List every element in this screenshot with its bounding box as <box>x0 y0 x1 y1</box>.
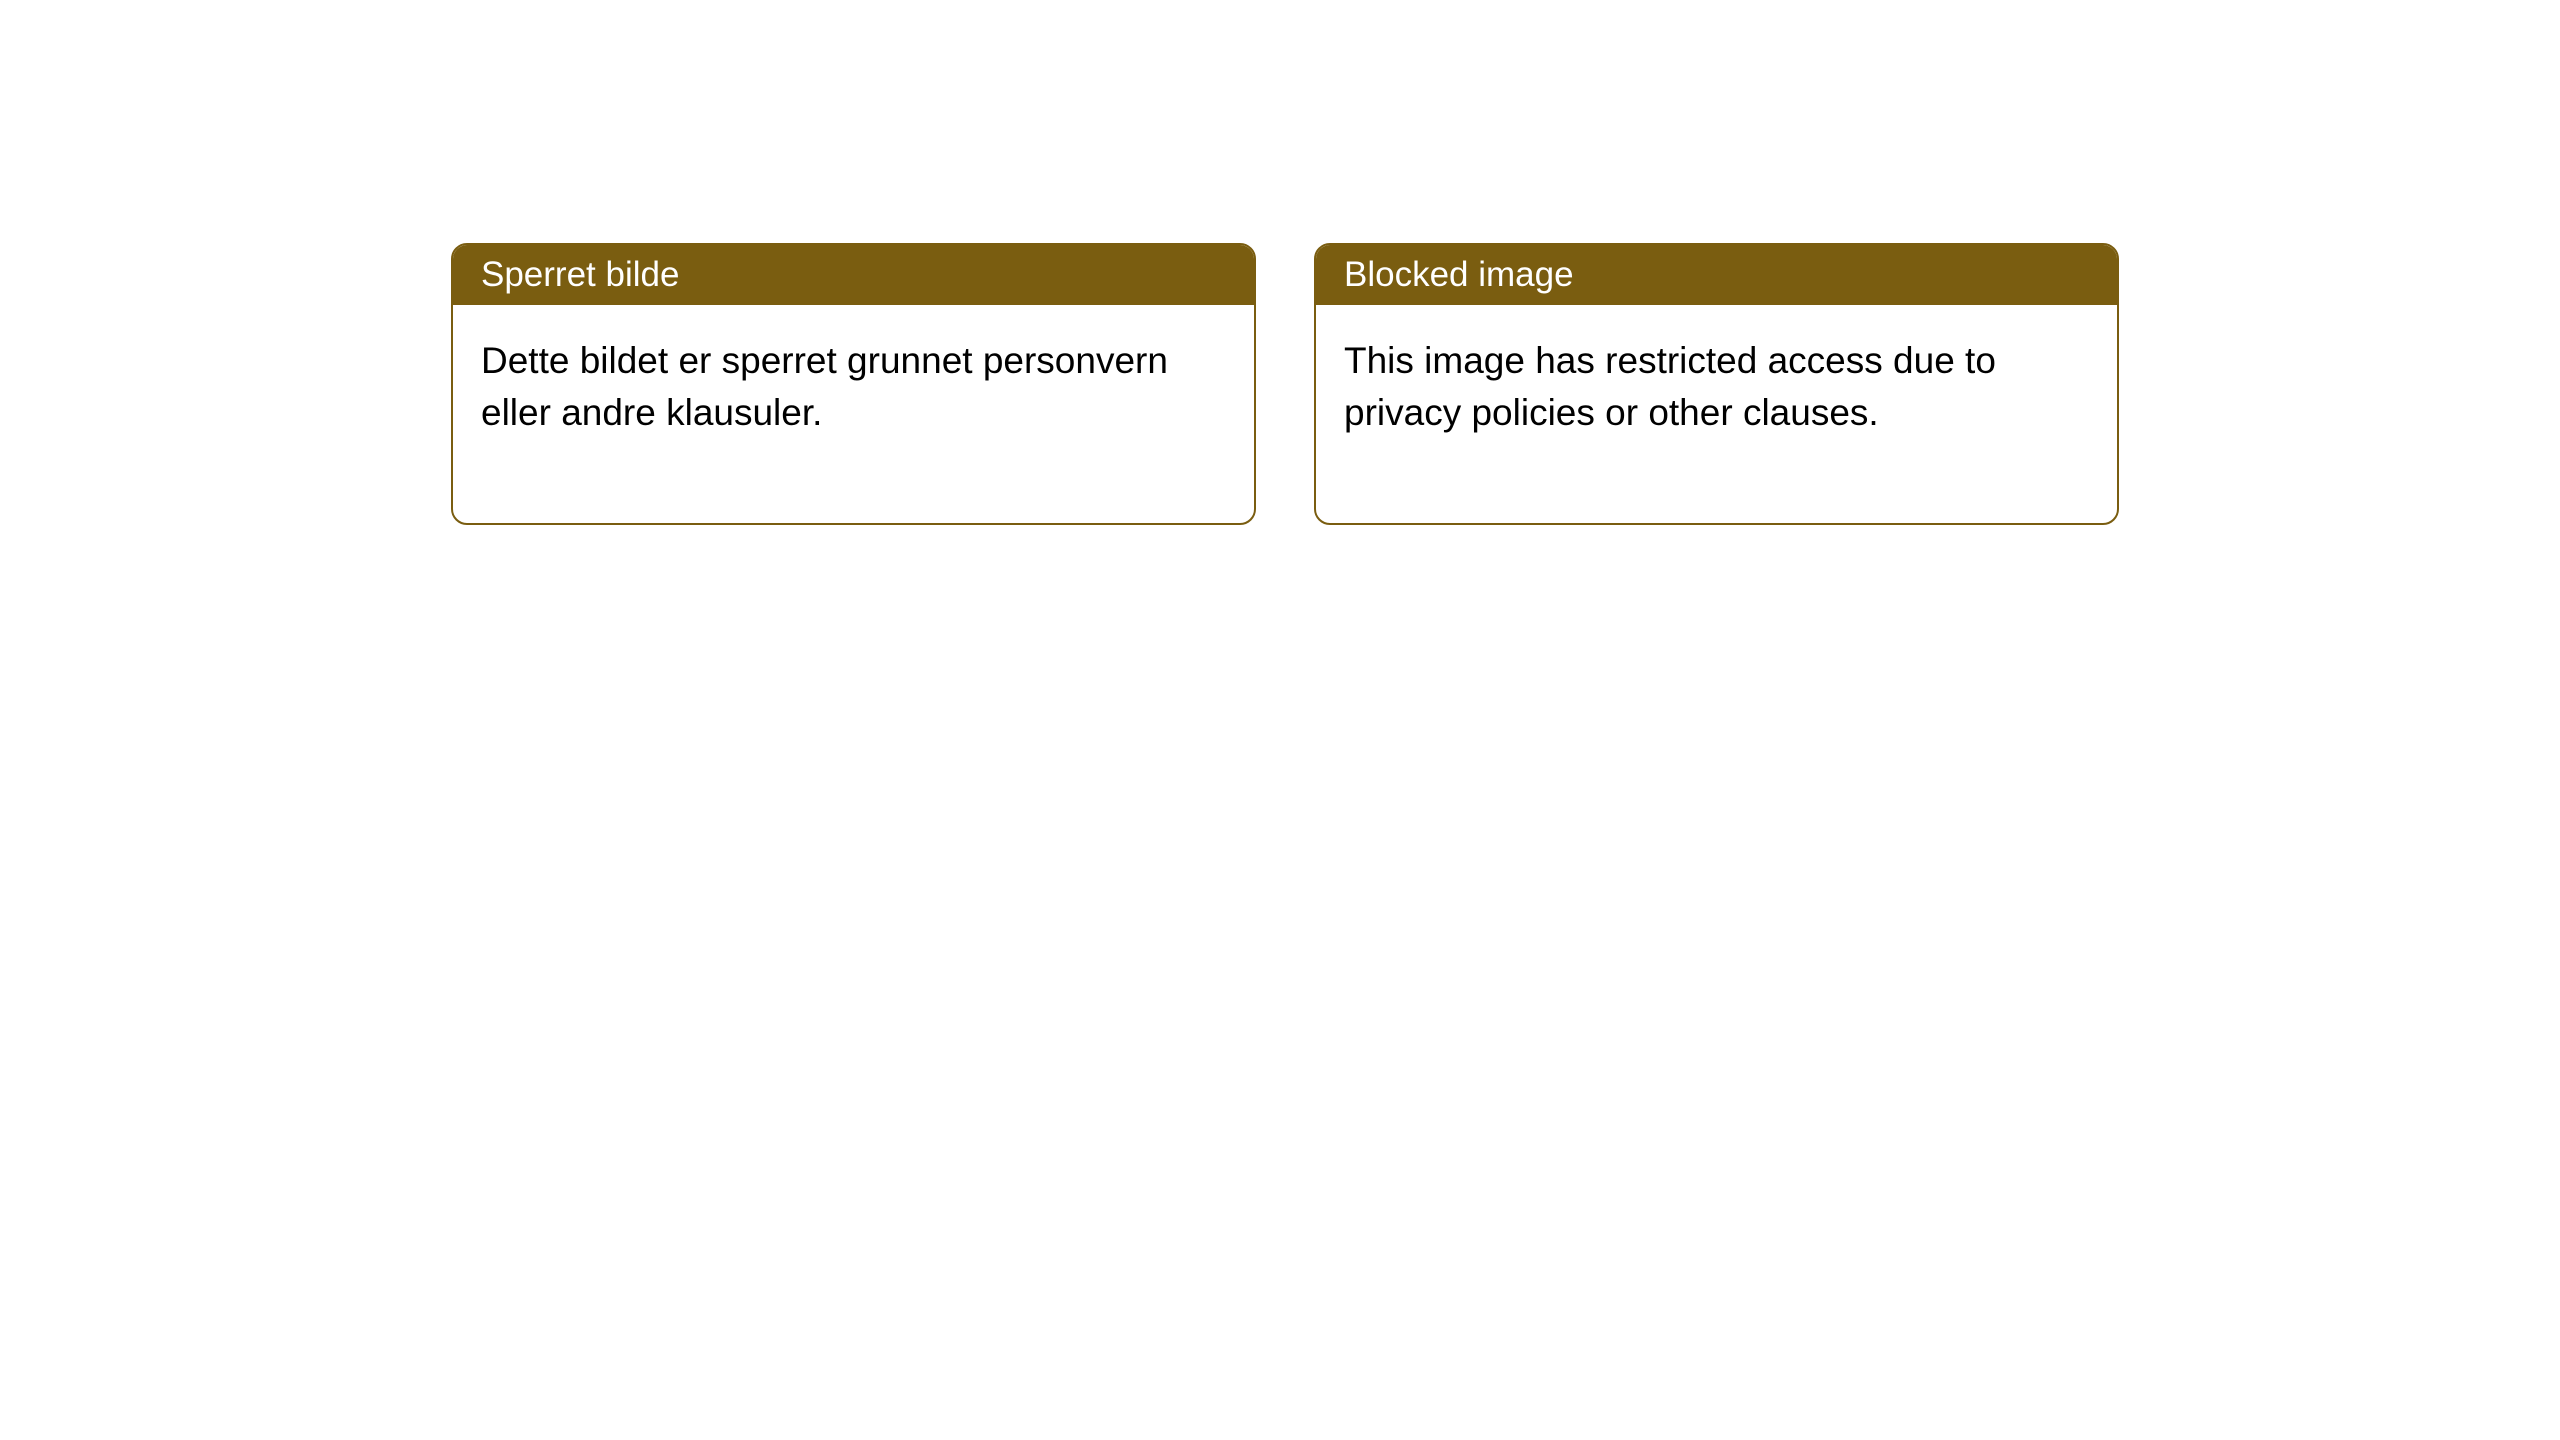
card-header: Sperret bilde <box>453 245 1254 305</box>
card-body: Dette bildet er sperret grunnet personve… <box>453 305 1254 523</box>
notice-container: Sperret bilde Dette bildet er sperret gr… <box>0 0 2560 525</box>
card-body: This image has restricted access due to … <box>1316 305 2117 523</box>
card-body-text: This image has restricted access due to … <box>1344 340 1996 433</box>
card-header: Blocked image <box>1316 245 2117 305</box>
card-title: Blocked image <box>1344 255 1574 294</box>
notice-card-english: Blocked image This image has restricted … <box>1314 243 2119 525</box>
notice-card-norwegian: Sperret bilde Dette bildet er sperret gr… <box>451 243 1256 525</box>
card-title: Sperret bilde <box>481 255 679 294</box>
card-body-text: Dette bildet er sperret grunnet personve… <box>481 340 1168 433</box>
